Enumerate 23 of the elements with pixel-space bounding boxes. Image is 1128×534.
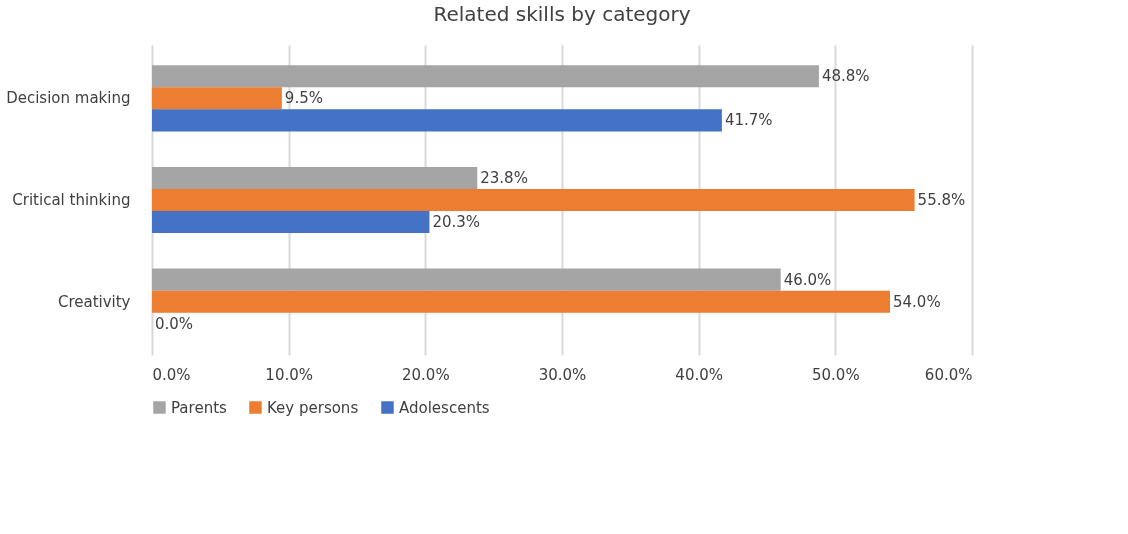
y-tick-label: Creativity [57,292,131,311]
x-tick-label: 30.0% [538,365,587,384]
data-label: 55.8% [917,191,966,209]
data-label: 48.8% [821,67,870,86]
data-label: 20.3% [432,213,481,232]
data-label: 23.8% [480,168,528,187]
legend-label: Key persons [267,398,359,417]
data-label: 41.7% [724,111,773,130]
chart-title: Related skills by category [433,2,691,26]
x-tick-label: 20.0% [402,365,450,384]
x-tick-label: 40.0% [675,365,723,384]
x-tick-label: 60.0% [924,365,973,384]
legend-label: Parents [171,398,228,417]
data-label: 9.5% [284,89,323,108]
y-tick-label: Decision making [6,89,131,108]
data-label: 54.0% [893,292,941,311]
x-tick-label: 50.0% [812,365,860,384]
legend-label: Adolescents [399,398,490,417]
y-tick-label: Critical thinking [12,191,131,209]
x-tick-label: 0.0% [152,365,191,384]
data-label: 0.0% [155,314,194,333]
x-tick-label: 10.0% [265,365,313,384]
data-label: 46.0% [783,270,832,289]
